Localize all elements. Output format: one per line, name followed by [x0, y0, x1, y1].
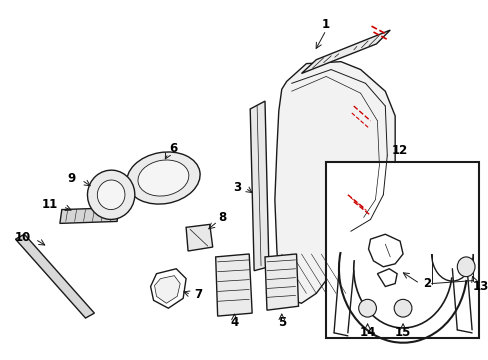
Text: 2: 2	[422, 277, 430, 290]
Text: 8: 8	[218, 211, 226, 224]
Polygon shape	[274, 62, 394, 303]
Text: 12: 12	[391, 144, 407, 157]
Text: 5: 5	[277, 316, 285, 329]
Polygon shape	[215, 254, 252, 316]
Polygon shape	[264, 254, 298, 310]
Ellipse shape	[126, 152, 200, 204]
Polygon shape	[16, 234, 94, 318]
Text: 3: 3	[233, 181, 241, 194]
Ellipse shape	[87, 170, 135, 220]
Text: 6: 6	[169, 142, 177, 155]
Text: 9: 9	[67, 171, 76, 185]
Text: 13: 13	[472, 280, 488, 293]
Polygon shape	[186, 224, 212, 251]
Polygon shape	[154, 276, 180, 303]
Bar	[325, 162, 478, 338]
Text: 10: 10	[14, 231, 30, 244]
Ellipse shape	[358, 299, 376, 317]
Text: 14: 14	[359, 327, 375, 339]
Text: 7: 7	[193, 288, 202, 301]
Polygon shape	[301, 30, 389, 73]
Text: 4: 4	[230, 316, 238, 329]
Polygon shape	[60, 208, 119, 224]
Polygon shape	[250, 101, 268, 271]
Text: 15: 15	[394, 327, 410, 339]
Ellipse shape	[393, 299, 411, 317]
Text: 1: 1	[322, 18, 329, 31]
Text: 11: 11	[42, 198, 58, 211]
Ellipse shape	[138, 160, 188, 196]
Ellipse shape	[97, 180, 125, 210]
Ellipse shape	[456, 257, 474, 276]
